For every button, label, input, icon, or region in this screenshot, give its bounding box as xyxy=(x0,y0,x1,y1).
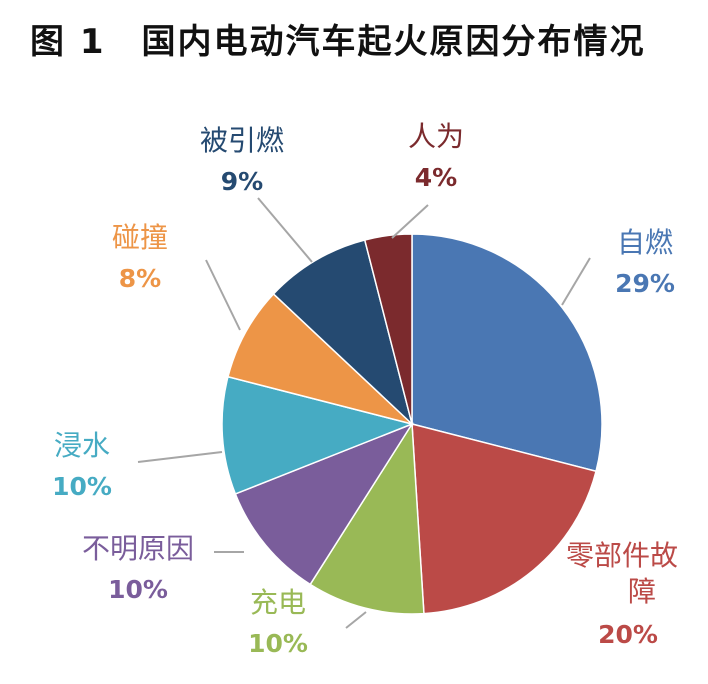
slice-label-1: 零部件故障 xyxy=(566,539,678,608)
slice-label-5: 碰撞 xyxy=(112,221,168,254)
pie-slice-1 xyxy=(411,423,597,615)
pie-slice-0 xyxy=(411,233,603,473)
slice-value-label-6: 9% xyxy=(221,167,263,196)
slice-label-6: 被引燃 xyxy=(200,124,284,157)
leader-line-4 xyxy=(137,451,223,463)
leader-line-5 xyxy=(205,259,241,331)
pie-slice-3 xyxy=(234,422,414,586)
leader-line-2 xyxy=(345,611,367,629)
slice-value-label-7: 4% xyxy=(415,163,457,192)
pie-slice-2 xyxy=(309,421,425,615)
slice-label-0: 自燃 xyxy=(617,226,673,259)
pie-slice-7 xyxy=(363,233,413,425)
slice-value-label-1: 20% xyxy=(598,620,658,649)
slice-value-label-3: 10% xyxy=(108,575,168,604)
slice-value-label-5: 8% xyxy=(119,264,161,293)
slice-value-label-0: 29% xyxy=(615,269,675,298)
slice-label-7: 人为 xyxy=(408,120,464,153)
leader-line-0 xyxy=(561,257,591,306)
leader-line-7 xyxy=(391,204,429,239)
pie-slice-6 xyxy=(272,239,414,427)
slice-label-3: 不明原因 xyxy=(82,532,194,565)
slice-value-label-4: 10% xyxy=(52,472,112,501)
slice-label-4: 浸水 xyxy=(54,429,110,462)
slice-label-2: 充电 xyxy=(250,586,306,619)
pie-slice-5 xyxy=(227,292,413,425)
chart-title: 图 1 国内电动汽车起火原因分布情况 xyxy=(30,22,646,62)
slice-value-label-2: 10% xyxy=(248,629,308,658)
pie-slice-4 xyxy=(221,375,415,495)
leader-line-6 xyxy=(257,197,313,263)
